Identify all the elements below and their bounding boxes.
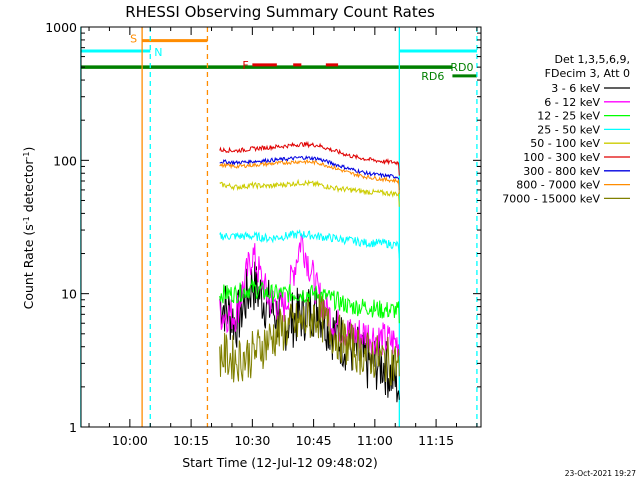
- y-tick-label: 10: [61, 287, 77, 302]
- x-axis-label: Start Time (12-Jul-12 09:48:02): [182, 455, 378, 470]
- y-tick-label: 100: [53, 153, 77, 168]
- x-tick-label: 10:15: [173, 433, 209, 448]
- y-tick-label: 1: [69, 420, 77, 435]
- x-tick-label: 10:30: [234, 433, 270, 448]
- x-tick-label: 11:15: [418, 433, 454, 448]
- axes-layer: 10:00 10:15 10:30 10:45 11:00 11:15 1 10 100 1000: [45, 20, 482, 448]
- series-line-2: [219, 279, 400, 324]
- series-line-7: [219, 159, 400, 194]
- footer-timestamp: 23-Oct-2021 19:27: [565, 469, 636, 478]
- series-line-3: [219, 228, 400, 259]
- legend-label: 6 - 12 keV: [544, 96, 600, 109]
- x-tick-label: 10:00: [112, 433, 148, 448]
- y-axis-label-main: Count Rate (s: [21, 224, 36, 309]
- series-line-5: [219, 140, 400, 176]
- legend-label: 50 - 100 keV: [530, 137, 600, 150]
- y-axis-label-end: ): [21, 147, 36, 152]
- legend-label: 25 - 50 keV: [537, 123, 600, 136]
- annotation-label-rd6: RD6: [421, 70, 444, 83]
- legend-label: 12 - 25 keV: [537, 110, 600, 123]
- annotations-layer: S N F RD0 RD6: [80, 33, 477, 83]
- legend-header-1: Det 1,3,5,6,9,: [554, 53, 630, 66]
- legend-label: 800 - 7000 keV: [516, 179, 600, 192]
- series-line-1: [219, 234, 400, 358]
- series-line-8: [219, 293, 400, 386]
- x-tick-label: 11:00: [357, 433, 393, 448]
- legend-label: 300 - 800 keV: [523, 165, 600, 178]
- legend-header-2: FDecim 3, Att 0: [545, 67, 630, 80]
- y-axis-label-mid: detector: [21, 159, 36, 217]
- y-axis-label-sup1: -1: [22, 216, 31, 224]
- y-axis-label: Count Rate (s-1 detector-1): [21, 147, 36, 310]
- plot-frame: [80, 26, 482, 428]
- y-axis-label-sup2: -1: [22, 152, 31, 160]
- series-line-6: [219, 155, 400, 190]
- annotation-label-f: F: [242, 59, 248, 72]
- legend-label: 100 - 300 keV: [523, 151, 600, 164]
- x-tick-label: 10:45: [296, 433, 332, 448]
- legend-label: 7000 - 15000 keV: [502, 192, 600, 205]
- chart-title: RHESSI Observing Summary Count Rates: [125, 3, 435, 21]
- series-layer: [219, 140, 400, 403]
- series-line-4: [219, 178, 400, 207]
- y-tick-label: 1000: [45, 20, 77, 35]
- annotation-label-n: N: [154, 46, 162, 59]
- annotation-label-rd0: RD0: [450, 61, 473, 74]
- legend-label: 3 - 6 keV: [551, 82, 600, 95]
- annotation-label-s: S: [130, 33, 137, 46]
